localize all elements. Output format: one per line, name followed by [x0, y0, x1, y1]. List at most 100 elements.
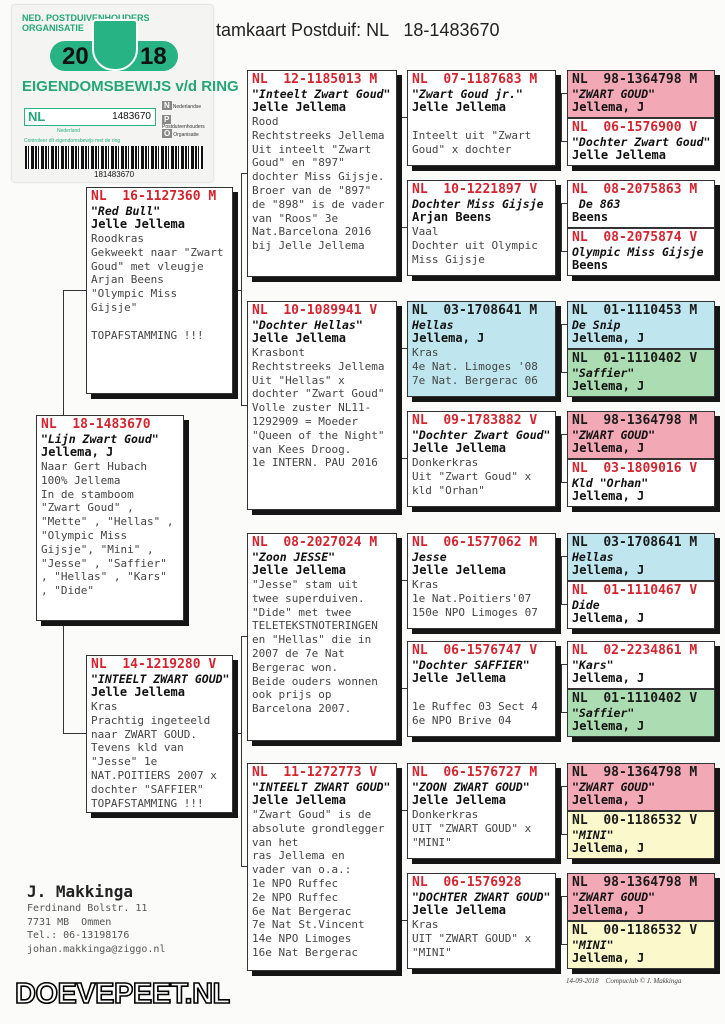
pigeon-card: NL 11-1272773 V "INTEELT ZWART GOUD" Jelle… — [247, 763, 397, 971]
breeder: Jelle Jellema — [412, 100, 506, 115]
ring-number: 98-1364798 — [603, 765, 682, 780]
connector-line — [401, 227, 407, 228]
connector-line — [232, 290, 241, 291]
ring-number: 07-1187683 — [443, 72, 522, 87]
ring-header: NL 06-1576727 M — [412, 765, 551, 781]
sex: V — [689, 583, 698, 598]
sex: M — [529, 303, 538, 318]
connector-line — [241, 636, 247, 637]
connector-line — [241, 405, 247, 406]
pigeon-card: NL 98-1364798 M "ZWART GOUD" Jellema, J — [567, 873, 715, 921]
breeder: Jellema, J — [572, 793, 645, 808]
country: NL — [572, 691, 588, 706]
connector-line — [561, 786, 567, 787]
note-line: Gekweekt naar "Zwart — [91, 245, 224, 259]
country: NL — [572, 72, 588, 87]
pigeon-name: De Snip — [572, 317, 621, 332]
note-line: Naar Gert Hubach — [41, 460, 147, 474]
connector-line — [561, 324, 562, 372]
ring-number: 03-1708641 — [603, 535, 682, 550]
note-line: 7e Nat St.Vincent — [252, 918, 365, 932]
connector-line — [561, 944, 567, 945]
pigeon-card: NL 98-1364798 M "ZWART GOUD" Jellema, J — [567, 763, 715, 811]
owner-street: Ferdinand Bolstr. 11 — [27, 903, 148, 914]
note-line: Vaal — [412, 225, 439, 239]
note-line: 1e Nat.Poitiers'07 — [412, 591, 532, 605]
ring-header: NL 07-1187683 M — [412, 72, 551, 88]
pigeon-name: Hellas — [572, 549, 614, 564]
note-line: 6e Nat Bergerac — [252, 904, 352, 918]
note-line: van het — [252, 835, 299, 849]
pigeon-card: NL 10-1221897 V Dochter Miss Gijsje Arjan … — [407, 180, 556, 276]
ring-number: 06-1576900 — [603, 120, 682, 135]
pigeon-card: NL 01-1110467 V Dide Jellema, J — [567, 581, 715, 629]
note-line: 7e Nat. Bergerac 06 — [412, 373, 538, 387]
pigeon-name: "INTEELT ZWART GOUD" — [252, 779, 391, 794]
country: NL — [412, 875, 428, 890]
breeder: Jellema, J — [572, 100, 645, 115]
sex: V — [529, 182, 538, 197]
pigeon-name: "MINI" — [572, 937, 614, 952]
country: NL — [572, 643, 588, 658]
pigeon-name: "Dochter Zwart Goud" — [572, 134, 711, 149]
npo-line-2: PPostduivenhouders — [162, 115, 205, 130]
connector-line — [561, 434, 562, 482]
connector-line — [396, 866, 401, 867]
connector-line — [241, 866, 247, 867]
note-line: Kras — [91, 700, 118, 714]
breeder: Jelle Jellema — [252, 563, 346, 578]
connector-line — [555, 458, 561, 459]
note-line: Volle zuster NL11- — [252, 401, 372, 415]
pigeon-card: NL 14-1219280 V "INTEELT ZWART GOUD" Jelle… — [86, 655, 233, 813]
ring-number: 98-1364798 — [603, 875, 682, 890]
connector-line — [561, 434, 567, 435]
note-line: Kras — [412, 918, 439, 932]
note-line — [412, 686, 551, 700]
note-line: Barcelona 2007. — [252, 702, 352, 716]
country: NL — [252, 765, 268, 780]
note-line: kld "Orhan" — [412, 483, 485, 497]
ring-number: 01-1110467 — [603, 583, 682, 598]
note-line: "Jesse" 1e — [91, 755, 158, 769]
note-line: Inteelt uit "Zwart — [412, 128, 532, 142]
country: NL — [572, 413, 588, 428]
note-line: Miss Gijsje — [412, 252, 485, 266]
connector-line — [241, 173, 247, 174]
sex: M — [529, 72, 538, 87]
country: NL — [572, 765, 588, 780]
sex: V — [369, 765, 378, 780]
ring-header: NL 18-1483670 — [41, 417, 179, 433]
note-line: 2e NPO Ruffec — [252, 890, 339, 904]
ring-number: 01-1110402 — [603, 351, 682, 366]
note-line: "Jesse" , "Saffier" — [41, 556, 167, 570]
barcode-number: 181483670 — [94, 170, 135, 179]
ring-header: NL 06-1577062 M — [412, 535, 551, 551]
ring-number: 16-1127360 — [122, 189, 201, 204]
card-ring-field: NL 1483670 — [24, 108, 156, 126]
connector-line — [401, 348, 402, 458]
connector-line — [555, 227, 561, 228]
ring-header: NL 00-1186532 V — [572, 813, 710, 829]
connector-line — [555, 920, 561, 921]
note-line: dochter "Zwart Goud" — [252, 387, 385, 401]
pigeon-card: NL 03-1809016 V Kld "Orhan" Jellema, J — [567, 459, 715, 507]
ring-header: NL 14-1219280 V — [91, 657, 228, 673]
breeder: Jellema, J — [572, 951, 645, 966]
note-line: 4e Nat. Limoges '08 — [412, 359, 538, 373]
card-country: NL — [28, 109, 46, 124]
pigeon-card: NL 06-1576900 V "Dochter Zwart Goud" Jelle… — [567, 118, 715, 166]
sex: M — [369, 535, 378, 550]
connector-line — [561, 712, 567, 713]
note-line: ook prijs op — [252, 688, 332, 702]
pigeon-card: NL 07-1187683 M "Zwart Goud jr." Jelle Jel… — [407, 70, 556, 166]
npo-3-text: Organisatie — [173, 132, 199, 138]
connector-line — [555, 688, 561, 689]
pigeon-name: Olympic Miss Gijsje — [572, 244, 704, 259]
ring-number: 10-1221897 — [443, 182, 522, 197]
footer: 14-09-2018 Compuclub © J. Makkinga — [566, 977, 681, 985]
country: NL — [252, 72, 268, 87]
country: NL — [572, 303, 588, 318]
sex: M — [208, 189, 217, 204]
note-line: 2007 de 7e Nat — [252, 647, 345, 661]
ring-number: 98-1364798 — [603, 413, 682, 428]
